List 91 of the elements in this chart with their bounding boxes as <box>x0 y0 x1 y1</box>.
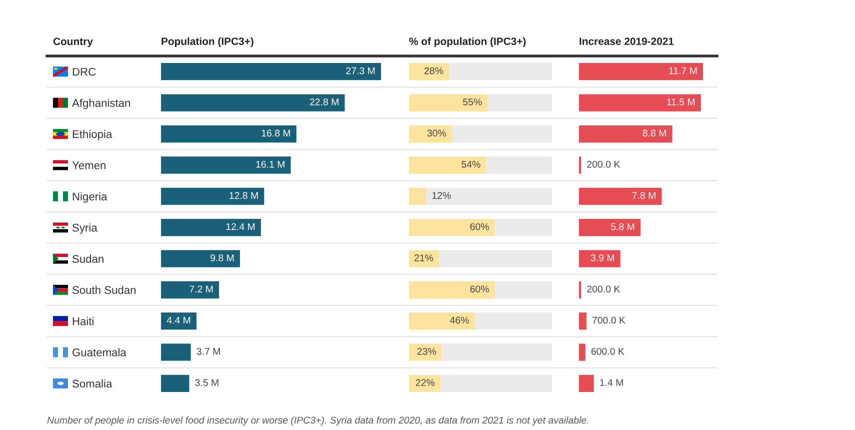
bar <box>494 281 552 298</box>
bar <box>161 374 190 392</box>
bar <box>449 63 552 80</box>
chart-title: Population (IPC3+) <box>162 37 254 48</box>
bar <box>439 250 552 268</box>
bar <box>409 344 442 361</box>
bar <box>409 63 450 80</box>
bar <box>440 374 552 392</box>
data-label: 11.5 M <box>667 98 695 106</box>
bar <box>161 281 220 298</box>
data-label: 54% <box>462 160 480 168</box>
data-label: 16.8 M <box>262 130 290 137</box>
y-tick-label: Syria <box>72 223 98 234</box>
bar <box>409 218 495 236</box>
data-label: 200.0 K <box>587 160 620 168</box>
data-label: 23% <box>417 348 436 355</box>
data-label: 60% <box>470 223 489 230</box>
data-label: 7.8 M <box>632 192 656 199</box>
data-label: 7.2 M <box>190 286 213 292</box>
data-label: 22.8 M <box>310 98 338 106</box>
y-tick-label: Haiti <box>72 317 94 326</box>
bar <box>579 250 620 268</box>
bar <box>579 188 662 205</box>
bar <box>161 188 264 205</box>
data-label: 16.1 M <box>256 160 284 168</box>
y-axis-title: Country <box>53 38 93 48</box>
chart-title: % of population (IPC3+) <box>409 37 526 48</box>
data-label: 21% <box>414 254 434 262</box>
bar <box>579 344 586 361</box>
chart-title: Increase 2019-2021 <box>580 38 674 45</box>
data-label: 5.8 M <box>610 223 634 230</box>
y-tick-label: Ethiopia <box>72 130 112 140</box>
data-label: 30% <box>427 130 446 137</box>
bar <box>452 125 552 143</box>
data-label: 3.5 M <box>195 379 218 386</box>
y-tick-label: Guatemala <box>72 348 126 356</box>
data-label: 200.0 K <box>587 286 620 292</box>
y-tick-label: Nigeria <box>72 192 108 203</box>
bar <box>579 312 586 330</box>
bar <box>161 250 240 268</box>
data-label: 700.0 K <box>592 316 626 324</box>
data-label: 11.7 M <box>669 67 697 74</box>
bar <box>409 374 440 392</box>
bar <box>426 188 552 205</box>
data-label: 3.9 M <box>590 254 614 262</box>
bar <box>494 218 552 236</box>
data-label: 1.4 M <box>600 379 623 386</box>
y-tick-label: Sudan <box>72 254 104 263</box>
data-label: 46% <box>450 316 469 324</box>
text: Number of people in crisis-level food insecurity or worse (IPC3+). Syria data from 2020, as data from 2021 is not yet available. <box>47 416 588 426</box>
data-label: 12.4 M <box>226 223 255 230</box>
bar <box>442 344 552 361</box>
bar <box>474 312 552 330</box>
bar <box>409 156 486 174</box>
bar <box>409 281 495 298</box>
y-tick-label: Afghanistan <box>72 98 130 110</box>
data-label: 60% <box>470 286 489 292</box>
bar <box>161 94 345 112</box>
bar <box>161 125 296 143</box>
data-label: 4.4 M <box>166 316 190 324</box>
data-label: 27.3 M <box>346 67 375 74</box>
y-tick-label: Somalia <box>72 379 112 388</box>
bar <box>488 94 552 112</box>
bar <box>579 218 640 236</box>
bar <box>161 156 291 174</box>
bar <box>486 156 552 174</box>
bar <box>161 218 261 236</box>
bar <box>579 63 703 80</box>
data-label: 28% <box>424 67 444 74</box>
bar <box>409 94 488 112</box>
bar <box>409 250 440 268</box>
bar <box>409 312 475 330</box>
data-label: 22% <box>416 379 435 386</box>
bar <box>161 63 381 80</box>
y-tick-label: South Sudan <box>72 286 136 294</box>
data-label: 600.0 K <box>591 348 624 355</box>
bar <box>579 374 594 392</box>
data-label: 8.8 M <box>642 130 666 137</box>
y-tick-label: Yemen <box>72 162 106 170</box>
bar <box>579 94 701 112</box>
bar <box>579 125 672 143</box>
data-label: 3.7 M <box>196 348 220 355</box>
data-label: 12% <box>432 192 451 199</box>
bar <box>409 188 426 205</box>
data-label: 12.8 M <box>230 192 258 199</box>
y-tick-label: DRC <box>72 68 96 76</box>
bar <box>161 344 191 361</box>
bar <box>161 312 196 330</box>
data-label: 9.8 M <box>210 254 234 262</box>
data-label: 55% <box>463 98 482 106</box>
bar <box>409 125 452 143</box>
